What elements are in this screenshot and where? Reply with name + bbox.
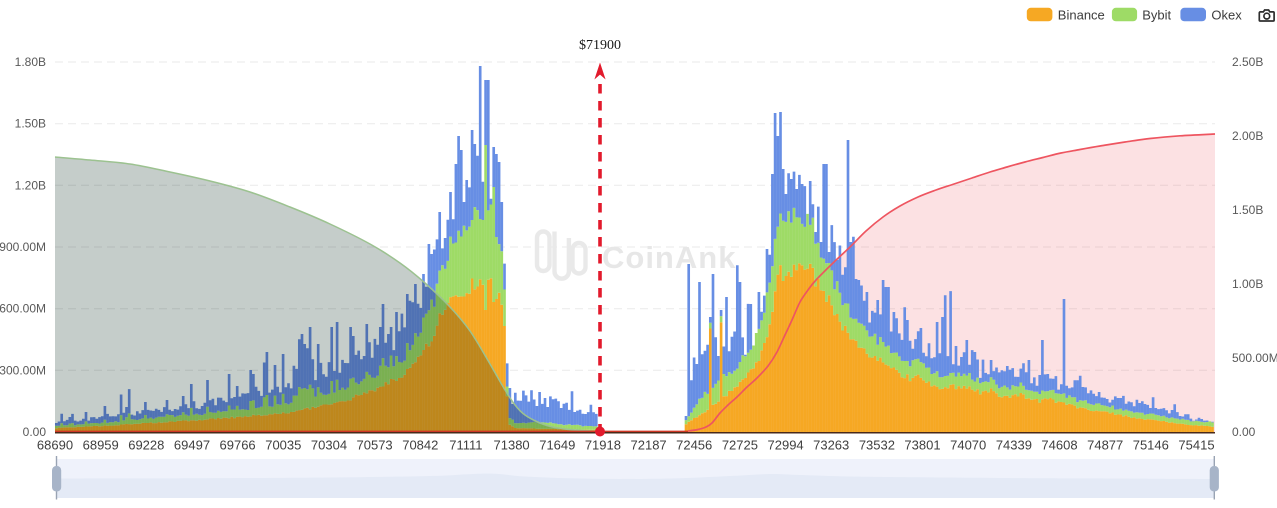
svg-text:0.00: 0.00 <box>1232 425 1256 439</box>
svg-text:69228: 69228 <box>128 438 164 453</box>
svg-text:74877: 74877 <box>1087 438 1123 453</box>
svg-text:1.50B: 1.50B <box>1232 203 1263 217</box>
svg-text:71918: 71918 <box>585 438 621 453</box>
svg-text:70573: 70573 <box>357 438 393 453</box>
svg-text:73532: 73532 <box>859 438 895 453</box>
svg-text:69766: 69766 <box>220 438 256 453</box>
svg-text:71111: 71111 <box>449 438 482 453</box>
svg-text:Okex: Okex <box>1211 7 1242 22</box>
svg-text:72456: 72456 <box>676 438 712 453</box>
svg-text:68959: 68959 <box>83 438 119 453</box>
svg-text:70035: 70035 <box>265 438 301 453</box>
svg-text:300.00M: 300.00M <box>0 363 46 377</box>
svg-text:Binance: Binance <box>1058 7 1105 22</box>
svg-text:72725: 72725 <box>722 438 758 453</box>
svg-text:70304: 70304 <box>311 438 347 453</box>
svg-text:74070: 74070 <box>950 438 986 453</box>
svg-text:Bybit: Bybit <box>1142 7 1171 22</box>
svg-text:74608: 74608 <box>1041 438 1077 453</box>
svg-text:71380: 71380 <box>494 438 530 453</box>
svg-text:$71900: $71900 <box>579 38 621 53</box>
svg-text:2.50B: 2.50B <box>1232 55 1263 69</box>
svg-text:2.00B: 2.00B <box>1232 129 1263 143</box>
svg-text:72994: 72994 <box>768 438 804 453</box>
svg-text:900.00M: 900.00M <box>0 240 46 254</box>
svg-text:74339: 74339 <box>996 438 1032 453</box>
svg-text:69497: 69497 <box>174 438 210 453</box>
svg-text:72187: 72187 <box>631 438 667 453</box>
svg-text:1.00B: 1.00B <box>1232 277 1263 291</box>
svg-text:70842: 70842 <box>402 438 438 453</box>
svg-text:73801: 73801 <box>904 438 940 453</box>
svg-text:1.80B: 1.80B <box>15 55 46 69</box>
svg-text:CoinAnk: CoinAnk <box>602 240 736 275</box>
svg-text:75146: 75146 <box>1133 438 1169 453</box>
svg-text:0.00: 0.00 <box>23 425 47 439</box>
svg-text:73263: 73263 <box>813 438 849 453</box>
svg-text:1.20B: 1.20B <box>15 178 46 192</box>
svg-text:600.00M: 600.00M <box>0 302 46 316</box>
svg-text:68690: 68690 <box>37 438 73 453</box>
svg-text:71649: 71649 <box>539 438 575 453</box>
svg-text:500.00M: 500.00M <box>1232 351 1277 365</box>
svg-text:1.50B: 1.50B <box>15 117 46 131</box>
svg-text:75415: 75415 <box>1178 438 1214 453</box>
